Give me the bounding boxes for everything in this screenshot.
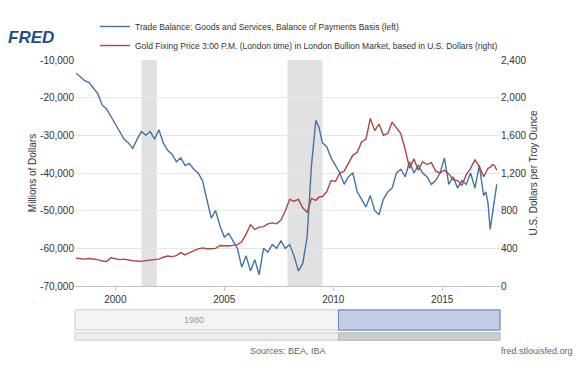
svg-text:1980: 1980 bbox=[184, 315, 204, 325]
svg-text:Gold Fixing Price 3:00 P.M. (L: Gold Fixing Price 3:00 P.M. (London time… bbox=[135, 41, 497, 51]
svg-text:-30,000: -30,000 bbox=[40, 130, 74, 141]
svg-text:2015: 2015 bbox=[431, 294, 454, 305]
svg-text:fred.stlouisfed.org: fred.stlouisfed.org bbox=[501, 346, 573, 356]
svg-text:Millions of Dollars: Millions of Dollars bbox=[27, 134, 38, 212]
svg-text:-50,000: -50,000 bbox=[40, 205, 74, 216]
svg-text:FRED: FRED bbox=[8, 28, 54, 47]
svg-text:U.S. Dollars per Troy Ounce: U.S. Dollars per Troy Ounce bbox=[528, 110, 539, 235]
svg-text:0: 0 bbox=[501, 281, 507, 292]
svg-text:-70,000: -70,000 bbox=[40, 281, 74, 292]
svg-text:Trade Balance: Goods and Servi: Trade Balance: Goods and Services, Balan… bbox=[135, 22, 399, 32]
svg-text:400: 400 bbox=[501, 243, 518, 254]
svg-text:-10,000: -10,000 bbox=[40, 55, 74, 66]
svg-text:2,000: 2,000 bbox=[501, 92, 526, 103]
svg-text:2,400: 2,400 bbox=[501, 55, 526, 66]
svg-text:2000: 2000 bbox=[104, 294, 127, 305]
svg-text:1,600: 1,600 bbox=[501, 130, 526, 141]
svg-text:Sources: BEA, IBA: Sources: BEA, IBA bbox=[250, 346, 326, 356]
svg-text:1,200: 1,200 bbox=[501, 168, 526, 179]
svg-text:2010: 2010 bbox=[322, 294, 345, 305]
svg-text:-60,000: -60,000 bbox=[40, 243, 74, 254]
svg-text:-40,000: -40,000 bbox=[40, 168, 74, 179]
svg-text:2005: 2005 bbox=[213, 294, 236, 305]
svg-text:-20,000: -20,000 bbox=[40, 92, 74, 103]
svg-text:800: 800 bbox=[501, 205, 518, 216]
